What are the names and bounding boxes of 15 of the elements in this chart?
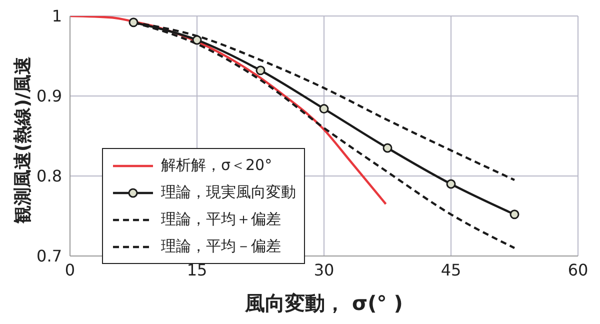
y-tick-label: 0.7 (36, 246, 62, 266)
x-tick-label: 15 (186, 260, 208, 280)
y-tick-label: 0.9 (36, 86, 62, 106)
legend-label: 理論，現実風向変動 (161, 182, 296, 203)
x-tick-label: 0 (64, 260, 76, 280)
legend-label: 解析解，σ＜20° (161, 155, 272, 176)
legend-label: 理論，平均＋偏差 (161, 209, 281, 230)
x-axis-title: 風向変動， σ(° ) (244, 291, 403, 315)
y-axis-title: 観測風速(熱線)/風速 (12, 56, 35, 224)
x-tick-label: 45 (440, 260, 462, 280)
y-tick-label: 0.8 (36, 166, 62, 186)
y-tick-label: 1 (52, 6, 62, 26)
legend-label: 理論，平均－偏差 (161, 236, 281, 257)
x-tick-label: 30 (314, 260, 334, 280)
x-tick-label: 60 (568, 260, 588, 280)
